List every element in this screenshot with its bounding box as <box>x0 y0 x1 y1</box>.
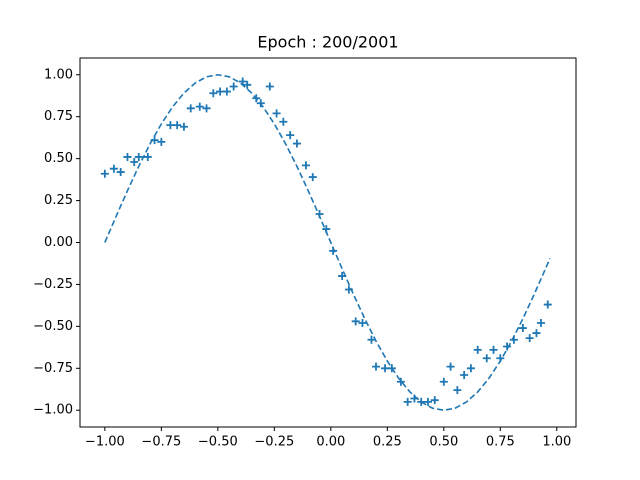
x-tick-label: −0.75 <box>141 435 181 450</box>
y-tick-label: −0.75 <box>33 361 73 376</box>
data-point <box>286 131 295 140</box>
data-point <box>109 164 118 173</box>
data-point <box>423 397 432 406</box>
data-point <box>166 121 175 130</box>
data-point <box>173 121 182 130</box>
data-point <box>143 152 152 161</box>
data-point <box>446 362 455 371</box>
data-point <box>229 82 238 91</box>
y-tick-label: 0.00 <box>44 235 73 250</box>
y-tick-label: 0.75 <box>44 109 73 124</box>
data-point <box>301 161 310 170</box>
data-point <box>518 324 527 333</box>
data-point <box>543 300 552 309</box>
data-point <box>396 377 405 386</box>
data-point <box>265 82 274 91</box>
x-tick-label: 0.75 <box>486 435 515 450</box>
data-point <box>372 362 381 371</box>
data-point <box>179 122 188 131</box>
data-point <box>536 319 545 328</box>
data-point <box>439 377 448 386</box>
data-point <box>308 173 317 182</box>
chart-title: Epoch : 200/2001 <box>257 33 398 52</box>
data-point <box>222 87 231 96</box>
x-tick-label: 1.00 <box>542 435 571 450</box>
x-tick-label: 0.25 <box>373 435 402 450</box>
data-point <box>351 317 360 326</box>
x-tick-label: −1.00 <box>85 435 125 450</box>
y-tick-label: −0.25 <box>33 277 73 292</box>
data-point <box>292 139 301 148</box>
data-point <box>358 319 367 328</box>
data-point <box>272 109 281 118</box>
data-point <box>116 168 125 177</box>
data-point <box>100 169 109 178</box>
data-point <box>195 102 204 111</box>
data-point <box>130 157 139 166</box>
x-tick-label: 0.50 <box>429 435 458 450</box>
data-point <box>460 371 469 380</box>
y-tick-label: 0.50 <box>44 151 73 166</box>
data-point <box>525 334 534 343</box>
data-point <box>503 342 512 351</box>
y-tick-label: −1.00 <box>33 403 73 418</box>
data-point <box>473 345 482 354</box>
data-point <box>134 152 143 161</box>
data-point <box>403 397 412 406</box>
data-point <box>466 364 475 373</box>
data-point <box>123 152 132 161</box>
y-tick-label: 0.25 <box>44 193 73 208</box>
data-point <box>482 354 491 363</box>
data-point <box>367 335 376 344</box>
y-tick-label: −0.50 <box>33 319 73 334</box>
data-point <box>532 329 541 338</box>
data-point <box>186 104 195 113</box>
x-tick-label: −0.25 <box>254 435 294 450</box>
data-point <box>381 364 390 373</box>
x-tick-label: −0.50 <box>198 435 238 450</box>
x-tick-label: 0.00 <box>316 435 345 450</box>
data-point <box>430 396 439 405</box>
data-point <box>209 89 218 98</box>
data-point <box>216 87 225 96</box>
data-point <box>489 345 498 354</box>
data-point <box>243 80 252 89</box>
curve <box>104 73 551 412</box>
y-tick-label: 1.00 <box>44 67 73 82</box>
data-point <box>202 104 211 113</box>
data-point <box>279 117 288 126</box>
data-point <box>453 386 462 395</box>
data-point <box>157 137 166 146</box>
